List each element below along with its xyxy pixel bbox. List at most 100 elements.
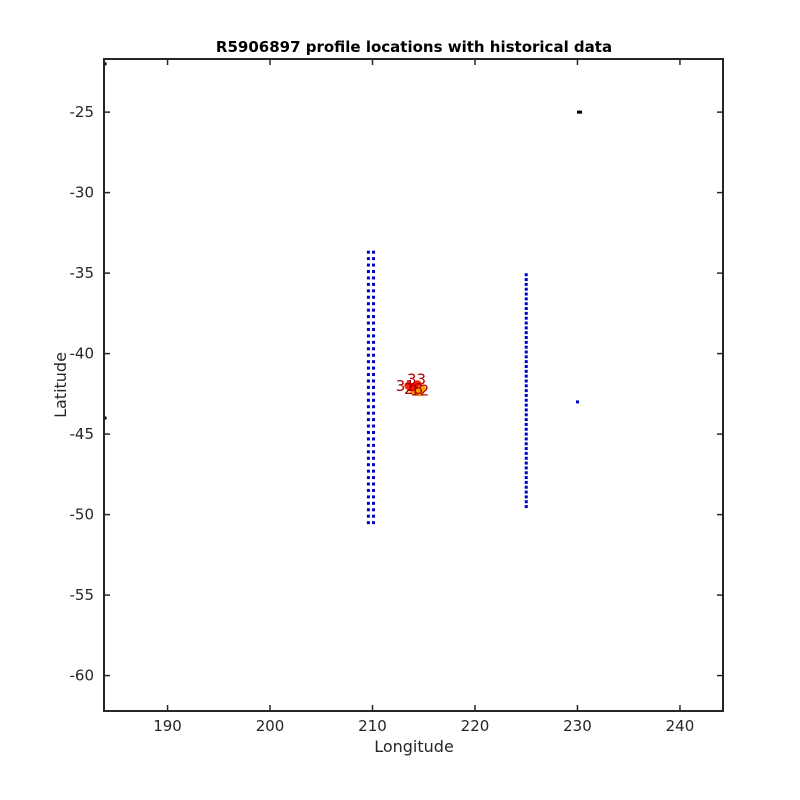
profile-number-label: 12: [410, 382, 429, 400]
historical-profile-point: [366, 398, 370, 402]
x-tick-label: 240: [666, 717, 695, 735]
historical-profile-point: [372, 392, 376, 396]
historical-profile-point: [372, 463, 376, 467]
historical-profile-point: [366, 315, 370, 319]
axes-frame: [103, 58, 724, 712]
historical-profile-point: [366, 250, 370, 254]
historical-profile-point: [366, 456, 370, 460]
historical-profile-point: [366, 488, 370, 492]
historical-profile-point: [372, 347, 376, 351]
historical-profile-point: [575, 400, 579, 404]
historical-profile-point: [524, 360, 528, 364]
historical-profile-point: [524, 336, 528, 340]
historical-profile-point: [372, 437, 376, 441]
y-tick-label: -55: [70, 586, 95, 604]
historical-profile-point: [524, 437, 528, 441]
historical-profile-point: [524, 340, 528, 344]
historical-profile-point: [372, 289, 376, 293]
y-tick-label: -35: [70, 264, 95, 282]
historical-profile-point: [372, 257, 376, 261]
historical-profile-point: [366, 508, 370, 512]
historical-profile-point: [372, 366, 376, 370]
historical-profile-point: [524, 331, 528, 335]
historical-profile-point: [366, 302, 370, 306]
historical-profile-point: [524, 500, 528, 504]
historical-profile-point: [372, 476, 376, 480]
historical-profile-point: [366, 308, 370, 312]
historical-profile-point: [524, 302, 528, 306]
historical-profile-point: [366, 482, 370, 486]
historical-profile-point: [366, 411, 370, 415]
historical-profile-point: [372, 405, 376, 409]
black-point: [103, 416, 107, 420]
y-tick-label: -30: [70, 184, 95, 202]
historical-profile-point: [372, 501, 376, 505]
historical-profile-point: [372, 385, 376, 389]
historical-profile-point: [524, 476, 528, 480]
x-tick-label: 190: [153, 717, 182, 735]
historical-profile-point: [366, 289, 370, 293]
profile-number-label: 31: [396, 377, 415, 395]
historical-profile-point: [372, 488, 376, 492]
historical-profile-point: [366, 295, 370, 299]
y-tick-label: -50: [70, 506, 95, 524]
historical-profile-point: [524, 505, 528, 509]
historical-profile-point: [524, 432, 528, 436]
historical-profile-point: [524, 393, 528, 397]
historical-profile-point: [372, 398, 376, 402]
y-tick-label: -40: [70, 345, 95, 363]
historical-profile-point: [372, 508, 376, 512]
historical-profile-point: [366, 392, 370, 396]
historical-profile-point: [366, 379, 370, 383]
historical-profile-point: [366, 353, 370, 357]
historical-profile-point: [372, 373, 376, 377]
historical-profile-point: [524, 278, 528, 282]
historical-profile-point: [524, 369, 528, 373]
historical-profile-point: [366, 495, 370, 499]
x-tick-label: 200: [256, 717, 285, 735]
historical-profile-point: [372, 270, 376, 273]
historical-profile-point: [372, 495, 376, 499]
historical-profile-point: [366, 501, 370, 505]
historical-profile-point: [366, 360, 370, 364]
profile-number-label: 33: [407, 370, 426, 388]
historical-profile-point: [366, 340, 370, 344]
float-profile-point: [415, 388, 424, 397]
historical-profile-point: [524, 422, 528, 426]
historical-profile-point: [524, 345, 528, 349]
historical-profile-point: [524, 442, 528, 446]
x-axis-label: Longitude: [374, 737, 454, 756]
historical-profile-point: [366, 424, 370, 428]
historical-profile-point: [366, 366, 370, 370]
historical-profile-point: [372, 353, 376, 357]
historical-profile-point: [366, 321, 370, 325]
historical-profile-point: [366, 270, 370, 273]
historical-profile-point: [372, 360, 376, 364]
historical-profile-point: [372, 430, 376, 434]
historical-profile-point: [372, 334, 376, 338]
black-point: [103, 62, 107, 66]
historical-profile-point: [524, 355, 528, 359]
historical-profile-point: [524, 427, 528, 431]
x-tick-label: 230: [563, 717, 592, 735]
historical-profile-point: [372, 482, 376, 486]
historical-profile-point: [372, 456, 376, 460]
historical-profile-point: [372, 424, 376, 428]
historical-profile-point: [366, 263, 370, 267]
historical-profile-point: [524, 311, 528, 315]
historical-profile-point: [366, 521, 370, 525]
y-tick-label: -45: [70, 425, 95, 443]
historical-profile-point: [524, 490, 528, 494]
historical-profile-point: [372, 521, 376, 525]
historical-profile-point: [366, 514, 370, 518]
historical-profile-point: [366, 450, 370, 454]
historical-profile-point: [372, 514, 376, 518]
historical-profile-point: [524, 326, 528, 330]
y-axis-label: Latitude: [51, 352, 70, 418]
historical-profile-point: [366, 469, 370, 473]
historical-profile-point: [524, 471, 528, 475]
historical-profile-point: [366, 347, 370, 351]
historical-profile-point: [366, 276, 370, 280]
historical-profile-point: [366, 443, 370, 447]
